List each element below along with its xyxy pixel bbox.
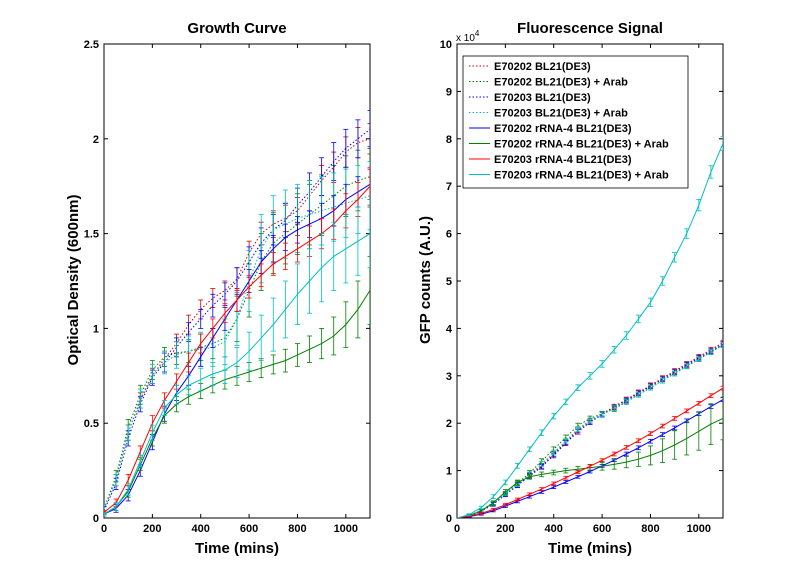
x-tick-label: 800 — [641, 523, 659, 535]
y-tick-label: 3 — [446, 371, 452, 383]
x-tick-label: 200 — [496, 523, 514, 535]
plot-area — [104, 109, 370, 517]
series-line — [104, 233, 370, 515]
y-tick-label: 1.5 — [84, 229, 99, 241]
series-line — [457, 387, 723, 518]
x-tick-label: 400 — [192, 523, 210, 535]
growth-curve-xlabel: Time (mins) — [195, 540, 279, 557]
x-tick-label: 0 — [101, 523, 107, 535]
y-tick-label: 2.5 — [84, 39, 99, 51]
fluorescence-signal-ylabel: GFP counts (A.U.) — [417, 216, 434, 344]
y-tick-label: 6 — [446, 229, 452, 241]
series-line — [457, 143, 723, 518]
y-tick-label: 1 — [446, 466, 452, 478]
series-line — [457, 344, 723, 518]
legend-entry: E70203 rRNA-4 BL21(DE3) — [494, 154, 632, 166]
x-tick-label: 600 — [593, 523, 611, 535]
x-tick-label: 800 — [288, 523, 306, 535]
y-tick-label: 0 — [93, 513, 99, 525]
y-tick-label: 5 — [446, 276, 452, 288]
series-line — [457, 343, 723, 518]
y-tick-label: 1 — [93, 323, 99, 335]
y-tick-label: 9 — [446, 86, 452, 98]
growth-curve-ylabel: Optical Density (600nm) — [65, 195, 82, 366]
series-6 — [457, 385, 723, 518]
series-5 — [104, 255, 370, 517]
fluorescence-signal-panel: Fluorescence Signal Time (mins) GFP coun… — [417, 20, 724, 557]
y-tick-label: 0.5 — [84, 418, 99, 430]
y-tick-label: 4 — [446, 323, 453, 335]
series-3 — [457, 342, 723, 518]
x-tick-label: 600 — [240, 523, 258, 535]
legend-entry: E70202 rRNA-4 BL21(DE3) — [494, 123, 632, 135]
series-line — [104, 176, 370, 509]
y-tick-label: 10 — [440, 39, 452, 51]
x-tick-label: 0 — [454, 523, 460, 535]
fluorescence-signal-title: Fluorescence Signal — [517, 20, 663, 37]
series-line — [104, 128, 370, 511]
y-exponent-label: x 104 — [456, 29, 480, 44]
x-tick-label: 1000 — [334, 523, 358, 535]
x-tick-label: 400 — [545, 523, 563, 535]
x-tick-label: 1000 — [687, 523, 711, 535]
y-tick-label: 8 — [446, 134, 452, 146]
x-tick-label: 200 — [143, 523, 161, 535]
series-7 — [104, 199, 370, 517]
series-line — [104, 185, 370, 513]
y-tick-label: 0 — [446, 513, 452, 525]
series-7 — [457, 136, 723, 518]
growth-curve-panel: Growth Curve Time (mins) Optical Density… — [65, 20, 371, 557]
legend-entry: E70202 rRNA-4 BL21(DE3) + Arab — [494, 139, 669, 151]
fluorescence-signal-xlabel: Time (mins) — [548, 540, 632, 557]
plot-area — [457, 136, 723, 518]
legend-entry: E70202 BL21(DE3) + Arab — [494, 77, 628, 89]
series-line — [457, 399, 723, 518]
growth-curve-title: Growth Curve — [187, 20, 286, 37]
legend-entry: E70203 BL21(DE3) — [494, 92, 591, 104]
y-tick-label: 2 — [446, 418, 452, 430]
y-tick-label: 2 — [93, 134, 99, 146]
legend-entry: E70202 BL21(DE3) — [494, 61, 591, 73]
legend-entry: E70203 rRNA-4 BL21(DE3) + Arab — [494, 170, 669, 182]
series-5 — [457, 396, 723, 518]
series-line — [104, 195, 370, 509]
legend: E70202 BL21(DE3) E70202 BL21(DE3) + Arab E… — [462, 55, 689, 189]
series-4 — [457, 397, 723, 518]
series-line — [104, 138, 370, 509]
y-tick-label: 7 — [446, 181, 452, 193]
series-2 — [457, 341, 723, 518]
series-line — [457, 418, 723, 518]
legend-box — [462, 55, 689, 189]
legend-entry: E70203 BL21(DE3) + Arab — [494, 108, 628, 120]
